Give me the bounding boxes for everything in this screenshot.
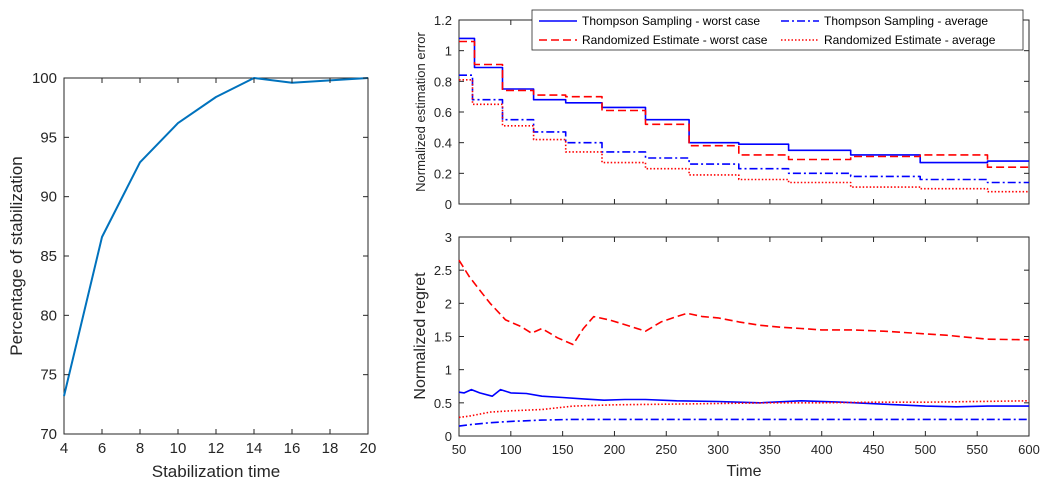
y-tick-label: 85: [40, 248, 57, 265]
x-tick-label: 16: [284, 440, 301, 457]
series-line-0-0: [63, 77, 369, 397]
y-tick-label: 2.5: [434, 263, 452, 278]
estimation-error-series: [459, 37, 1029, 193]
legend: Thompson Sampling - worst case Thompson …: [531, 9, 1024, 51]
stabilization-y-ticks: 70 75 80 85 90 95 100: [32, 70, 368, 443]
regret-series: [458, 259, 1030, 427]
stabilization-plot-area: [63, 77, 369, 435]
x-tick-label: 10: [170, 440, 187, 457]
series-line-2-3: [458, 418, 1029, 427]
series-line-2-1: [458, 388, 1029, 408]
x-tick-label: 200: [604, 442, 626, 457]
y-tick-label: 95: [40, 129, 57, 146]
y-tick-label: 100: [32, 70, 57, 87]
regret-chart: 50 100 150 200 250 300 350 400 450 500 550 600 0 0.5…: [412, 230, 1040, 480]
x-tick-label: 500: [915, 442, 937, 457]
series-line-1-3: [459, 79, 1029, 193]
x-tick-label: 350: [759, 442, 781, 457]
stabilization-y-label: Percentage of stabilization: [7, 156, 26, 355]
stabilization-x-label: Stabilization time: [152, 462, 281, 481]
x-tick-label: 14: [246, 440, 263, 457]
x-tick-label: 20: [360, 440, 377, 457]
x-tick-label: 250: [655, 442, 677, 457]
y-tick-label: 0.2: [434, 166, 452, 181]
series-line-1-1: [459, 74, 1029, 184]
x-tick-label: 450: [863, 442, 885, 457]
stabilization-series: [63, 77, 369, 397]
series-line-1-0: [459, 37, 1029, 164]
y-tick-label: 0: [445, 429, 452, 444]
x-tick-label: 8: [136, 440, 144, 457]
x-tick-label: 100: [500, 442, 522, 457]
legend-label-ts-worst: Thompson Sampling - worst case: [582, 14, 760, 28]
y-tick-label: 75: [40, 367, 57, 384]
regret-y-ticks: 0 0.5 1 1.5 2 2.5 3: [434, 230, 1029, 444]
estimation-error-chart: 0 0.2 0.4 0.6 0.8 1 1.2 Normalized estimation …: [413, 9, 1030, 212]
stabilization-chart: 4 6 8 10 12 14 16 18 20 70 75 80 85 90 95 100 Stabiliz…: [7, 70, 376, 481]
regret-y-label: Normalized regret: [412, 272, 429, 400]
stabilization-x-ticks: 4 6 8 10 12 14 16 18 20: [60, 78, 377, 457]
x-tick-label: 50: [452, 442, 466, 457]
regret-x-ticks: 50 100 150 200 250 300 350 400 450 500 550 600: [452, 237, 1040, 457]
legend-label-ts-average: Thompson Sampling - average: [824, 14, 988, 28]
x-tick-label: 600: [1018, 442, 1040, 457]
estimation-error-y-ticks: 0 0.2 0.4 0.6 0.8 1 1.2: [434, 13, 1029, 212]
y-tick-label: 0.5: [434, 396, 452, 411]
legend-label-re-worst: Randomized Estimate - worst case: [582, 33, 768, 47]
series-line-2-0: [458, 259, 1030, 346]
y-tick-label: 0.4: [434, 136, 452, 151]
x-tick-label: 550: [966, 442, 988, 457]
y-tick-label: 1: [445, 44, 452, 59]
y-tick-label: 3: [445, 230, 452, 245]
x-tick-label: 12: [208, 440, 225, 457]
estimation-error-y-label: Normalized estimation error: [413, 32, 428, 192]
x-tick-label: 300: [707, 442, 729, 457]
y-tick-label: 0.8: [434, 74, 452, 89]
y-tick-label: 80: [40, 307, 57, 324]
x-tick-label: 6: [98, 440, 106, 457]
x-tick-label: 400: [811, 442, 833, 457]
x-tick-label: 150: [552, 442, 574, 457]
y-tick-label: 0: [445, 197, 452, 212]
y-tick-label: 2: [445, 296, 452, 311]
x-tick-label: 4: [60, 440, 68, 457]
legend-label-re-average: Randomized Estimate - average: [824, 33, 996, 47]
y-tick-label: 1.5: [434, 330, 452, 345]
estimation-error-plot-area: [458, 19, 1030, 205]
y-tick-label: 1.2: [434, 13, 452, 28]
legend-box: [531, 9, 1024, 51]
y-tick-label: 70: [40, 426, 57, 443]
x-tick-label: 18: [322, 440, 339, 457]
y-tick-label: 1: [445, 363, 452, 378]
y-tick-label: 90: [40, 189, 57, 206]
series-line-1-2: [459, 40, 1029, 168]
y-tick-label: 0.6: [434, 105, 452, 120]
regret-x-label: Time: [727, 463, 762, 480]
